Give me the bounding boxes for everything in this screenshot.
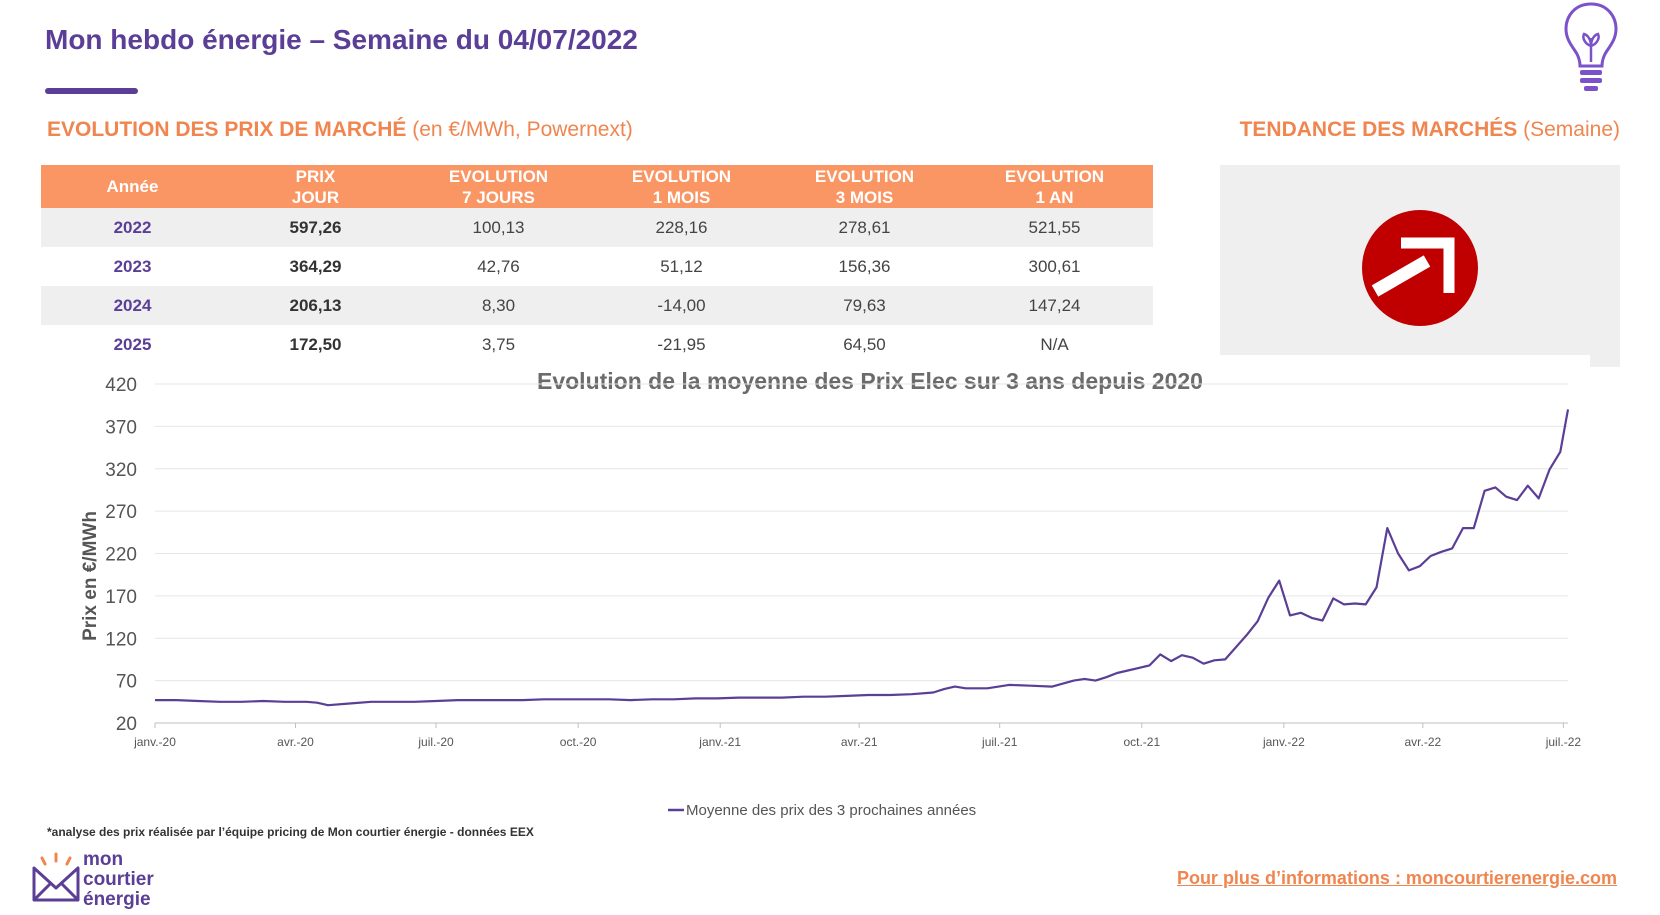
logo-line: mon [83,849,124,870]
price-table-header: Année PRIX JOUR EVOLUTION 7 JOURS EVOLUTIO… [41,165,1153,208]
evolution-7-jours-cell: 42,76 [477,256,520,276]
x-tick-label: avr.-21 [841,735,878,749]
table-row: 2024 206,13 8,30 -14,00 79,63 147,24 [41,286,1153,325]
arrow-up-right-circle-icon [1362,210,1478,326]
evolution-1-an-cell: 300,61 [1028,256,1081,276]
y-tick-label: 20 [116,714,137,735]
table-row: 2022 597,26 100,13 228,16 278,61 521,55 [41,208,1153,247]
logo-text: mon courtier énergie [83,850,154,910]
evolution-1-an-cell: 147,24 [956,286,1153,325]
column-header-prix-jour: PRIX JOUR [224,165,407,208]
page-title: Mon hebdo énergie – Semaine du 04/07/202… [45,24,638,55]
year-cell: 2025 [113,334,152,354]
x-tick-label: avr.-22 [1404,735,1441,749]
chart-legend: Moyenne des prix des 3 prochaines années [668,802,976,819]
evolution-1-an-cell: N/A [1040,334,1069,354]
chart-gridlines [155,383,1568,724]
column-header-evolution-3-mois: EVOLUTION 3 MOIS [773,165,956,208]
table-row: 2023 364,29 42,76 51,12 156,36 300,61 [41,247,1153,286]
x-tick-label: juil.-21 [981,735,1018,749]
x-tick-label: janv.-20 [133,735,176,749]
prices-section-subtitle: (en €/MWh, Powernext) [412,118,633,141]
y-tick-label: 370 [105,417,137,438]
y-axis-ticks: 20 70 120 170 220 270 320 370 420 [105,375,137,735]
trend-section-heading: TENDANCE DES MARCHÉS [1239,118,1518,141]
evolution-1-mois-cell: 228,16 [590,208,773,247]
x-tick-label: oct.-20 [560,735,597,749]
x-tick-label: janv.-21 [698,735,741,749]
y-tick-label: 220 [105,545,137,566]
evolution-7-jours-cell: 8,30 [407,286,590,325]
more-info-link[interactable]: Pour plus d’informations : moncourtieren… [1176,868,1617,888]
evolution-1-an-cell: 521,55 [956,208,1153,247]
x-tick-label: juil.-22 [1545,735,1582,749]
trend-section-title: TENDANCE DES MARCHÉS (Semaine) [1240,118,1620,142]
price-cell: 206,13 [224,286,407,325]
logo-line: énergie [83,889,151,910]
price-line-chart: Evolution de la moyenne des Prix Elec su… [80,368,1581,819]
year-cell: 2024 [41,286,224,325]
evolution-3-mois-cell: 156,36 [838,256,891,276]
evolution-1-mois-cell: 51,12 [660,256,703,276]
evolution-3-mois-cell: 64,50 [843,334,886,354]
prices-section-title: EVOLUTION DES PRIX DE MARCHÉ (en €/MWh, … [47,118,633,142]
footnote: *analyse des prix réalisée par l’équipe … [47,825,534,839]
y-tick-label: 170 [105,587,137,608]
y-tick-label: 70 [116,672,137,693]
evolution-1-mois-cell: -14,00 [590,286,773,325]
y-tick-label: 320 [105,460,137,481]
legend-label: Moyenne des prix des 3 prochaines années [686,802,976,819]
x-tick-label: juil.-20 [417,735,454,749]
title-underline [45,88,138,94]
column-header-annee: Année [41,165,224,208]
y-tick-label: 120 [105,629,137,650]
evolution-7-jours-cell: 3,75 [481,334,516,354]
mon-courtier-logo-icon [32,852,80,902]
price-cell: 364,29 [289,256,342,276]
y-axis-label: Prix en €/MWh [80,511,101,641]
lightbulb-icon [1564,2,1618,91]
evolution-7-jours-cell: 100,13 [407,208,590,247]
column-header-evolution-1-an: EVOLUTION 1 AN [956,165,1153,208]
y-tick-label: 420 [105,375,137,396]
x-tick-label: oct.-21 [1123,735,1160,749]
column-header-evolution-7-jours: EVOLUTION 7 JOURS [407,165,590,208]
trend-section-subtitle: (Semaine) [1523,118,1620,141]
evolution-3-mois-cell: 278,61 [773,208,956,247]
chart-title: Evolution de la moyenne des Prix Elec su… [537,368,1203,394]
x-tick-label: avr.-20 [277,735,314,749]
x-axis-ticks: janv.-20 avr.-20 juil.-20 oct.-20 janv.-21 av… [133,723,1581,749]
price-cell: 597,26 [224,208,407,247]
column-header-evolution-1-mois: EVOLUTION 1 MOIS [590,165,773,208]
year-cell: 2022 [41,208,224,247]
table-row: 2025 172,50 3,75 -21,95 64,50 N/A [41,325,1153,364]
prices-section-heading: EVOLUTION DES PRIX DE MARCHÉ [47,118,407,141]
series-line-moyenne [155,409,1570,707]
price-table: Année PRIX JOUR EVOLUTION 7 JOURS EVOLUTIO… [41,165,1153,364]
x-tick-label: janv.-22 [1262,735,1305,749]
evolution-1-mois-cell: -21,95 [657,334,706,354]
logo-line: courtier [83,869,154,890]
trend-panel [1220,165,1620,367]
year-cell: 2023 [113,256,152,276]
y-tick-label: 270 [105,502,137,523]
evolution-3-mois-cell: 79,63 [773,286,956,325]
price-cell: 172,50 [289,334,342,354]
